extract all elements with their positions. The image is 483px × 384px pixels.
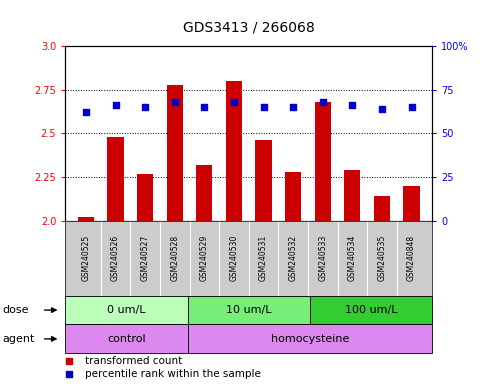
Text: GSM240535: GSM240535	[377, 235, 386, 281]
Bar	[196, 165, 213, 221]
Bar	[187, 324, 432, 353]
Text: GSM240530: GSM240530	[229, 235, 239, 281]
Point	[289, 104, 297, 110]
Point	[65, 358, 73, 364]
Text: 10 um/L: 10 um/L	[226, 305, 271, 315]
Point	[141, 104, 149, 110]
Text: GSM240527: GSM240527	[141, 235, 150, 281]
Text: GDS3413 / 266068: GDS3413 / 266068	[183, 21, 314, 35]
Bar	[167, 84, 183, 221]
Bar	[310, 296, 432, 324]
Point	[82, 109, 90, 116]
Point	[319, 99, 327, 105]
Bar	[65, 296, 187, 324]
Text: GSM240532: GSM240532	[289, 235, 298, 281]
Point	[200, 104, 208, 110]
Point	[260, 104, 268, 110]
Text: GSM240534: GSM240534	[348, 235, 357, 281]
Text: GSM240531: GSM240531	[259, 235, 268, 281]
Bar	[374, 196, 390, 221]
Text: homocysteine: homocysteine	[271, 334, 349, 344]
Bar	[403, 186, 420, 221]
Point	[378, 106, 386, 112]
Bar	[187, 296, 310, 324]
Bar	[285, 172, 301, 221]
Text: control: control	[107, 334, 146, 344]
Bar	[256, 141, 272, 221]
Bar	[65, 324, 187, 353]
Point	[171, 99, 179, 105]
Point	[349, 103, 356, 109]
Text: GSM240525: GSM240525	[82, 235, 90, 281]
Text: GSM240528: GSM240528	[170, 235, 179, 281]
Point	[65, 371, 73, 377]
Bar	[226, 81, 242, 221]
Point	[408, 104, 415, 110]
Text: dose: dose	[2, 305, 29, 315]
Text: percentile rank within the sample: percentile rank within the sample	[85, 369, 261, 379]
Bar	[344, 170, 360, 221]
Text: GSM240529: GSM240529	[200, 235, 209, 281]
Text: agent: agent	[2, 334, 35, 344]
Text: 0 um/L: 0 um/L	[107, 305, 146, 315]
Text: transformed count: transformed count	[85, 356, 183, 366]
Bar	[78, 217, 94, 221]
Bar	[314, 102, 331, 221]
Point	[112, 103, 119, 109]
Text: GSM240526: GSM240526	[111, 235, 120, 281]
Text: GSM240848: GSM240848	[407, 235, 416, 281]
Bar	[107, 137, 124, 221]
Text: GSM240533: GSM240533	[318, 235, 327, 281]
Text: 100 um/L: 100 um/L	[345, 305, 398, 315]
Bar	[137, 174, 153, 221]
Point	[230, 99, 238, 105]
